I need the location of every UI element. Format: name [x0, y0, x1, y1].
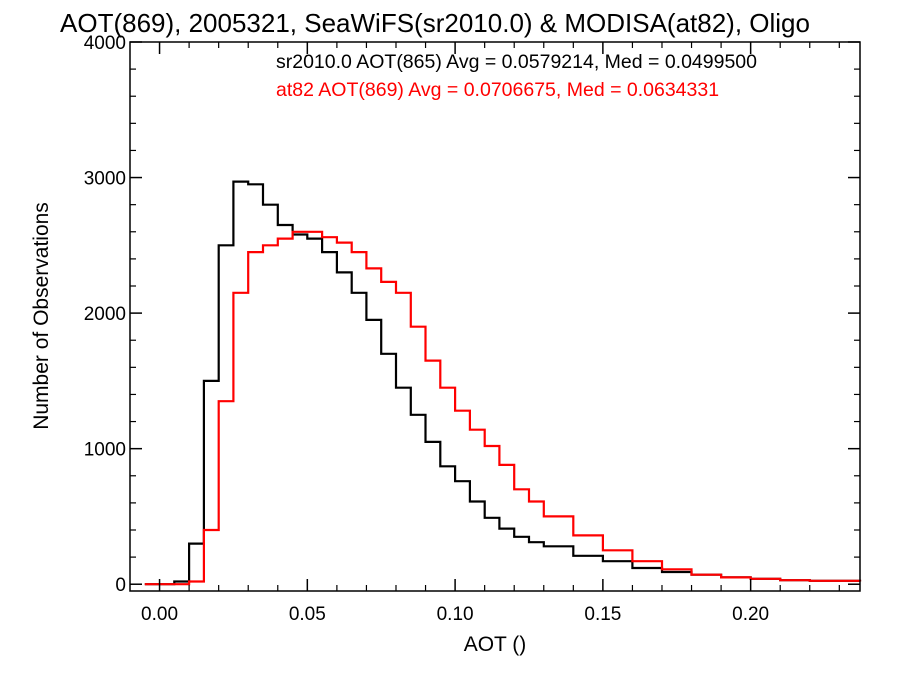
y-tick-label: 4000: [84, 33, 126, 54]
y-tick-label: 3000: [84, 169, 126, 190]
series-line-at82: [144, 230, 862, 586]
x-axis-tick-labels: 0.00 0.05 0.10 0.15 0.20: [141, 604, 769, 625]
series-line-sr2010: [144, 180, 862, 586]
y-tick-label: 2000: [84, 304, 126, 325]
chart-title: AOT(869), 2005321, SeaWiFS(sr2010.0) & M…: [60, 8, 810, 38]
plot-series: [144, 180, 862, 586]
y-tick-label: 0: [115, 575, 126, 596]
y-axis-tick-labels: 0 1000 2000 3000 4000: [84, 33, 126, 596]
plot-frame: [129, 41, 861, 592]
y-tick-label: 1000: [84, 440, 126, 461]
legend-entry-sr2010: sr2010.0 AOT(865) Avg = 0.0579214, Med =…: [276, 51, 757, 73]
x-tick-label: 0.15: [584, 604, 621, 625]
x-tick-label: 0.00: [141, 604, 178, 625]
x-tick-label: 0.20: [732, 604, 769, 625]
y-axis-ticks: [130, 41, 860, 585]
legend-entry-at82: at82 AOT(869) Avg = 0.0706675, Med = 0.0…: [276, 79, 719, 101]
y-axis-label: Number of Observations: [30, 202, 53, 430]
x-axis-ticks: [158, 42, 840, 591]
x-axis-label: AOT (): [464, 633, 527, 656]
x-tick-label: 0.10: [437, 604, 474, 625]
legend: sr2010.0 AOT(865) Avg = 0.0579214, Med =…: [276, 51, 757, 101]
x-tick-label: 0.05: [289, 604, 326, 625]
